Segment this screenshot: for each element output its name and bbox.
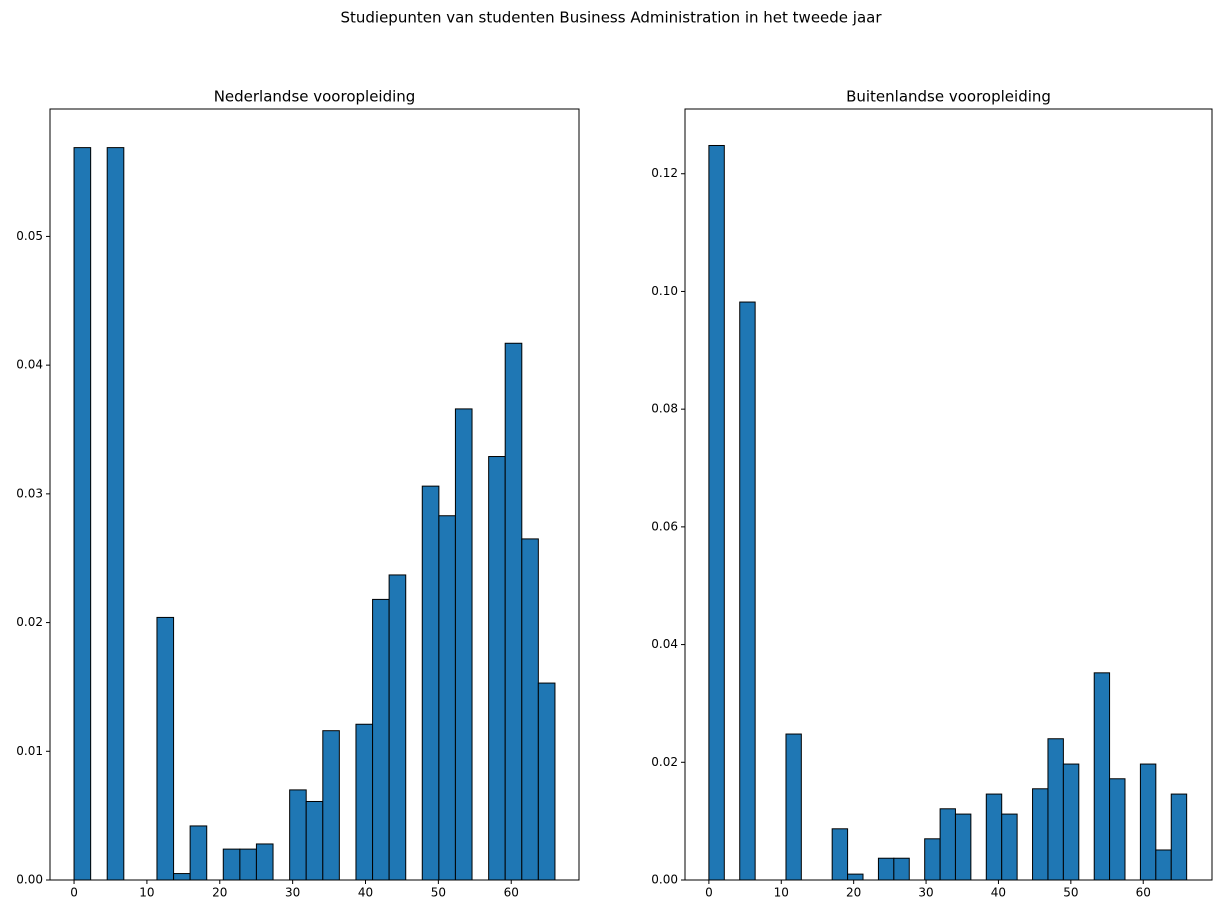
x-tick-label: 40 [991, 886, 1006, 900]
x-tick-label: 30 [285, 886, 300, 900]
bar [156, 616, 175, 881]
x-tick-label: 60 [504, 886, 519, 900]
bar [1170, 793, 1188, 881]
bar [255, 843, 274, 881]
bar [355, 723, 374, 881]
bar [924, 838, 941, 881]
x-tick-label: 60 [1136, 886, 1151, 900]
x-tick-label: 0 [705, 886, 713, 900]
y-tick-label: 0.00 [16, 873, 43, 887]
y-tick-label: 0.04 [16, 358, 43, 372]
bar [1093, 672, 1111, 881]
y-tick-label: 0.12 [651, 166, 678, 180]
x-tick-label: 0 [70, 886, 78, 900]
bar [305, 800, 324, 881]
axes-title: Buitenlandse vooropleiding [846, 88, 1051, 106]
x-tick-label: 10 [139, 886, 154, 900]
bar [289, 789, 307, 881]
axes-frame [684, 108, 1213, 881]
x-tick-label: 20 [846, 886, 861, 900]
x-tick-label: 30 [918, 886, 933, 900]
bar [985, 793, 1003, 881]
bar [322, 730, 340, 881]
bar [388, 574, 407, 881]
y-tick-label: 0.08 [651, 402, 678, 416]
x-tick-label: 10 [774, 886, 789, 900]
bar [239, 848, 257, 881]
bar [189, 825, 208, 881]
y-tick-label: 0.02 [651, 755, 678, 769]
y-tick-label: 0.06 [651, 519, 678, 533]
bar [785, 733, 802, 881]
suptitle: Studiepunten van studenten Business Admi… [340, 9, 882, 27]
y-tick-label: 0.04 [651, 637, 678, 651]
bar [421, 485, 440, 881]
bar [877, 857, 895, 881]
bar [893, 857, 910, 881]
bar [1109, 778, 1126, 881]
bar [438, 515, 456, 881]
bar [847, 873, 864, 881]
bar [521, 538, 539, 881]
bar [739, 301, 756, 881]
bar [939, 808, 956, 881]
bar [537, 682, 556, 881]
y-tick-label: 0.01 [16, 744, 43, 758]
bar [1155, 849, 1172, 881]
bar [954, 813, 972, 881]
bar [1047, 738, 1064, 881]
bar [831, 828, 849, 881]
bar [106, 147, 125, 881]
x-tick-label: 20 [212, 886, 227, 900]
bar [73, 147, 92, 881]
bar [708, 144, 725, 881]
y-tick-label: 0.10 [651, 284, 678, 298]
bar [372, 598, 390, 881]
x-tick-label: 40 [358, 886, 373, 900]
bar [173, 873, 191, 881]
bar [488, 456, 506, 881]
y-tick-label: 0.03 [16, 486, 43, 500]
bar [454, 408, 473, 881]
bar [1001, 813, 1018, 881]
axes-title: Nederlandse vooropleiding [214, 88, 416, 106]
x-tick-label: 50 [1063, 886, 1078, 900]
bar [1062, 763, 1080, 881]
y-tick-label: 0.00 [651, 873, 678, 887]
bar [1139, 763, 1157, 881]
bar [504, 342, 523, 881]
bar [1032, 788, 1049, 881]
y-tick-label: 0.02 [16, 615, 43, 629]
bar [222, 848, 241, 881]
axes-frame [49, 108, 580, 881]
y-tick-label: 0.05 [16, 229, 43, 243]
x-tick-label: 50 [431, 886, 446, 900]
